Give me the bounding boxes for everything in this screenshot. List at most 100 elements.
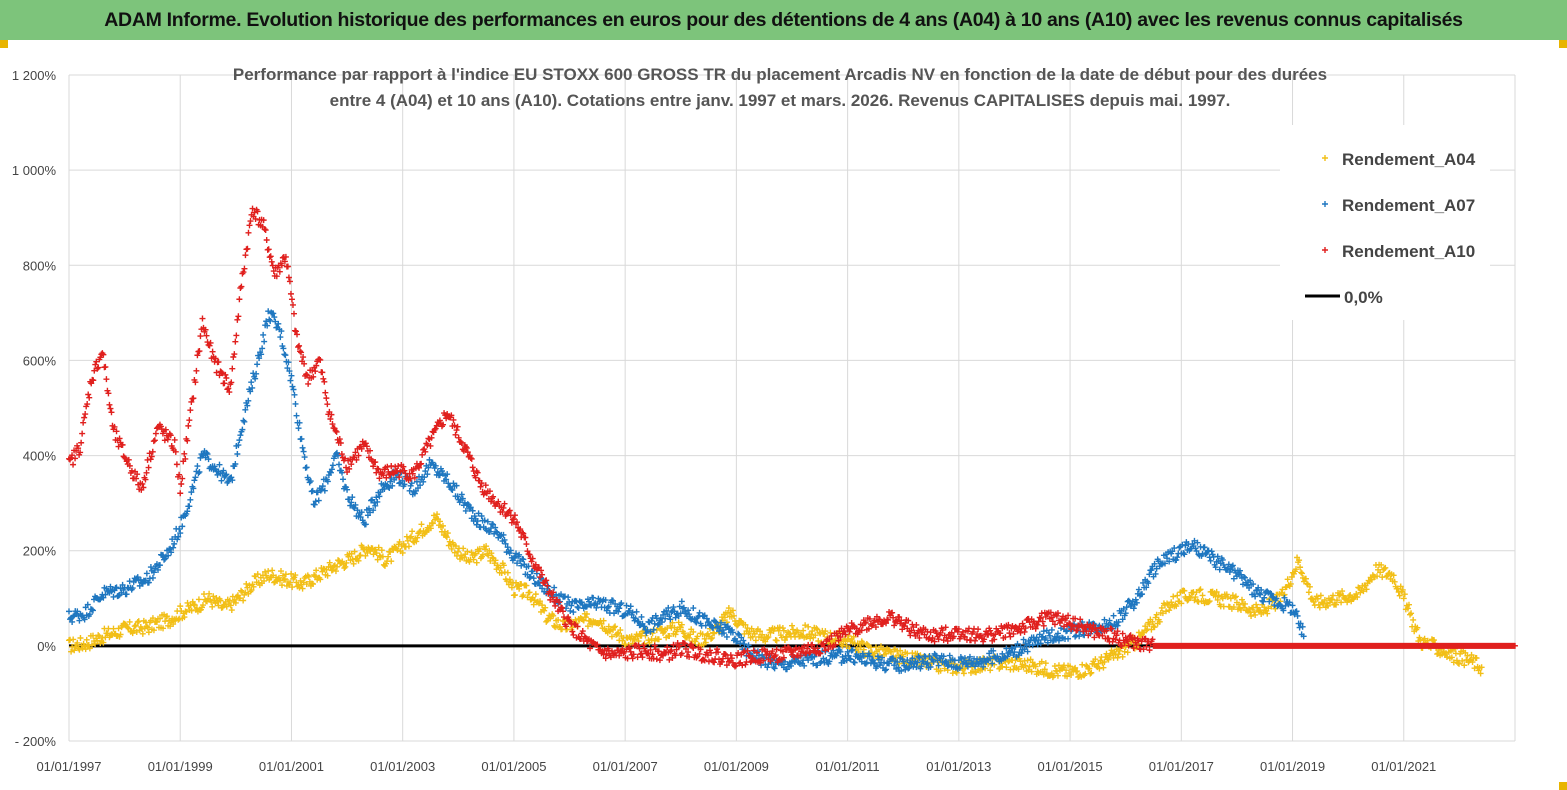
series-point-Rendement_A07 bbox=[86, 611, 93, 618]
series-point-Rendement_A07 bbox=[102, 591, 109, 598]
series-point-Rendement_A04 bbox=[355, 557, 362, 564]
series-point-Rendement_A10 bbox=[316, 356, 323, 363]
series-point-Rendement_A10 bbox=[902, 619, 909, 626]
x-tick-label: 01/01/2013 bbox=[926, 759, 991, 774]
series-point-Rendement_A04 bbox=[1086, 665, 1093, 672]
series-point-Rendement_A10 bbox=[362, 440, 369, 447]
series-point-Rendement_A07 bbox=[291, 391, 298, 398]
series-point-Rendement_A10 bbox=[559, 608, 566, 615]
series-point-Rendement_A07 bbox=[271, 314, 278, 321]
series-point-Rendement_A04 bbox=[289, 584, 296, 591]
series-point-Rendement_A10 bbox=[942, 624, 949, 631]
series-point-Rendement_A04 bbox=[1264, 610, 1271, 617]
series-point-Rendement_A07 bbox=[650, 626, 657, 633]
series-point-Rendement_A04 bbox=[1026, 663, 1033, 670]
series-point-Rendement_A04 bbox=[1346, 593, 1353, 600]
series-point-Rendement_A04 bbox=[1396, 592, 1403, 599]
series-point-Rendement_A04 bbox=[1288, 574, 1295, 581]
series-point-Rendement_A10 bbox=[1078, 622, 1085, 629]
series-point-Rendement_A04 bbox=[888, 649, 895, 656]
series-point-Rendement_A04 bbox=[832, 636, 839, 643]
series-point-Rendement_A07 bbox=[696, 609, 703, 616]
series-point-Rendement_A07 bbox=[183, 510, 190, 517]
series-point-Rendement_A07 bbox=[314, 489, 321, 496]
series-point-Rendement_A10 bbox=[444, 410, 451, 417]
series-point-Rendement_A04 bbox=[413, 538, 420, 545]
series-point-Rendement_A10 bbox=[436, 417, 443, 424]
series-point-Rendement_A10 bbox=[637, 651, 644, 658]
series-point-Rendement_A04 bbox=[724, 609, 731, 616]
series-point-Rendement_A07 bbox=[1247, 577, 1254, 584]
series-point-Rendement_A10 bbox=[1099, 632, 1106, 639]
series-point-Rendement_A10 bbox=[825, 646, 832, 653]
series-point-Rendement_A07 bbox=[100, 594, 107, 601]
series-point-Rendement_A07 bbox=[920, 658, 927, 665]
series-point-Rendement_A07 bbox=[1158, 561, 1165, 568]
series-point-Rendement_A10 bbox=[814, 645, 821, 652]
series-point-Rendement_A04 bbox=[1168, 599, 1175, 606]
series-point-Rendement_A10 bbox=[1019, 620, 1026, 627]
series-point-Rendement_A07 bbox=[745, 642, 752, 649]
series-point-Rendement_A04 bbox=[130, 627, 137, 634]
series-point-Rendement_A07 bbox=[679, 605, 686, 612]
series-point-Rendement_A07 bbox=[1201, 544, 1208, 551]
series-point-Rendement_A04 bbox=[1381, 565, 1388, 572]
series-point-Rendement_A10 bbox=[837, 634, 844, 641]
series-point-Rendement_A10 bbox=[474, 469, 481, 476]
series-point-Rendement_A07 bbox=[1171, 545, 1178, 552]
series-point-Rendement_A07 bbox=[1152, 570, 1159, 577]
series-point-Rendement_A04 bbox=[1238, 596, 1245, 603]
series-point-Rendement_A07 bbox=[972, 663, 979, 670]
series-point-Rendement_A07 bbox=[847, 656, 854, 663]
series-point-Rendement_A10 bbox=[801, 643, 808, 650]
series-point-Rendement_A07 bbox=[873, 663, 880, 670]
series-point-Rendement_A04 bbox=[1072, 664, 1079, 671]
series-point-Rendement_A07 bbox=[633, 608, 640, 615]
series-point-Rendement_A04 bbox=[678, 621, 685, 628]
series-point-Rendement_A10 bbox=[427, 442, 434, 449]
series-point-Rendement_A10 bbox=[495, 498, 502, 505]
series-point-Rendement_A10 bbox=[149, 448, 156, 455]
series-point-Rendement_A07 bbox=[891, 662, 898, 669]
x-tick-label: 01/01/2007 bbox=[593, 759, 658, 774]
series-point-Rendement_A07 bbox=[454, 493, 461, 500]
series-point-Rendement_A04 bbox=[1405, 601, 1412, 608]
series-point-Rendement_A10 bbox=[861, 620, 868, 627]
series-point-Rendement_A10 bbox=[985, 631, 992, 638]
series-point-Rendement_A04 bbox=[374, 556, 381, 563]
series-point-Rendement_A04 bbox=[372, 546, 379, 553]
series-point-Rendement_A07 bbox=[1174, 554, 1181, 561]
series-point-Rendement_A04 bbox=[631, 636, 638, 643]
series-point-Rendement_A07 bbox=[328, 466, 335, 473]
series-point-Rendement_A04 bbox=[1193, 589, 1200, 596]
series-point-Rendement_A04 bbox=[240, 597, 247, 604]
series-point-Rendement_A10 bbox=[944, 637, 951, 644]
series-point-Rendement_A07 bbox=[474, 518, 481, 525]
series-point-Rendement_A07 bbox=[469, 507, 476, 514]
series-point-Rendement_A10 bbox=[893, 617, 900, 624]
series-point-Rendement_A07 bbox=[818, 658, 825, 665]
series-point-Rendement_A07 bbox=[339, 469, 346, 476]
series-point-Rendement_A04 bbox=[1400, 595, 1407, 602]
series-point-Rendement_A04 bbox=[1469, 659, 1476, 666]
series-point-Rendement_A04 bbox=[536, 598, 543, 605]
series-point-Rendement_A10 bbox=[940, 637, 947, 644]
series-point-Rendement_A10 bbox=[238, 283, 245, 290]
series-point-Rendement_A04 bbox=[523, 582, 530, 589]
series-point-Rendement_A04 bbox=[312, 573, 319, 580]
series-point-Rendement_A04 bbox=[550, 612, 557, 619]
series-point-Rendement_A04 bbox=[297, 577, 304, 584]
series-point-Rendement_A07 bbox=[115, 592, 122, 599]
series-point-Rendement_A10 bbox=[910, 624, 917, 631]
series-point-Rendement_A07 bbox=[467, 504, 474, 511]
series-point-Rendement_A04 bbox=[149, 615, 156, 622]
series-point-Rendement_A04 bbox=[1334, 597, 1341, 604]
series-point-Rendement_A10 bbox=[975, 626, 982, 633]
series-point-Rendement_A10 bbox=[821, 643, 828, 650]
series-point-Rendement_A07 bbox=[149, 574, 156, 581]
series-point-Rendement_A04 bbox=[729, 607, 736, 614]
series-point-Rendement_A04 bbox=[1328, 596, 1335, 603]
series-point-Rendement_A04 bbox=[614, 631, 621, 638]
series-point-Rendement_A04 bbox=[1022, 662, 1029, 669]
series-point-Rendement_A07 bbox=[604, 604, 611, 611]
